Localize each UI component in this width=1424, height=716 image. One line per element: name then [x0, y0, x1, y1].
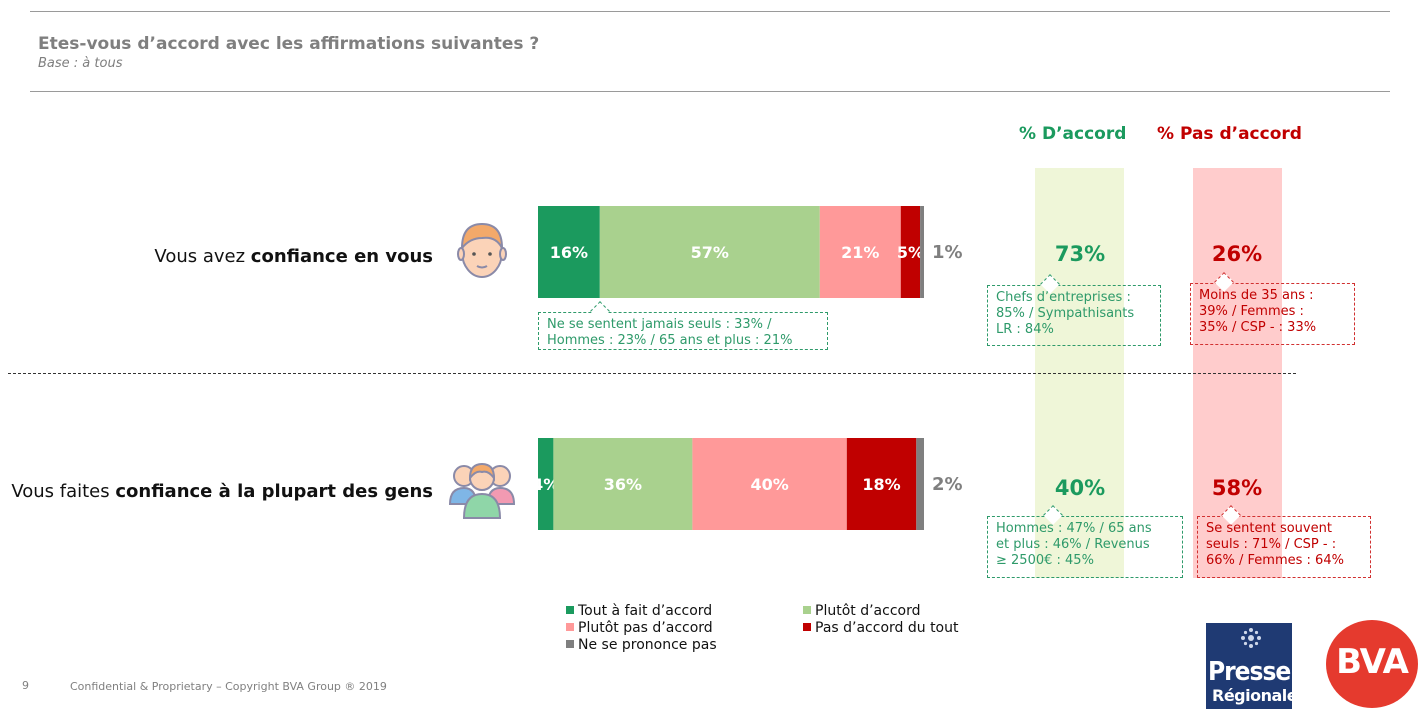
agree-note-1-line-2: 85% / Sympathisants — [996, 306, 1135, 321]
legend-item-plutot-pas: Plutôt pas d’accord — [566, 620, 713, 636]
disagree-note-1-line-2: 39% / Femmes : — [1199, 304, 1304, 319]
statement-label-2: Vous faites confiance à la plupart des g… — [11, 481, 433, 502]
agree-total-1: 73% — [1054, 242, 1106, 266]
bva-logo: BVA — [1326, 620, 1418, 708]
bar-note-1-line-1: Ne se sentent jamais seuls : 33% / — [547, 317, 772, 332]
disagree-note-1: Moins de 35 ans : 39% / Femmes : 35% / C… — [1190, 272, 1355, 345]
disagree-note-2-line-2: seuls : 71% / CSP - : — [1206, 537, 1337, 552]
bar-segment-row1-1 — [538, 206, 600, 298]
bva-logo-text: BVA — [1336, 642, 1409, 682]
bar-label-row2-1: 4% — [532, 475, 559, 494]
header-rule — [30, 91, 1390, 92]
disagree-total-2: 58% — [1211, 476, 1263, 500]
person-icon — [457, 222, 507, 278]
bar-segment-row1-4 — [900, 206, 921, 298]
bar-label-row2-4: 18% — [862, 475, 900, 494]
bar-label-row2-3: 40% — [750, 475, 788, 494]
top-rule — [30, 11, 1390, 12]
presse-regionale-logo: Presse Régionale — [1206, 623, 1292, 709]
row-separator — [8, 373, 1296, 374]
agree-note-2-line-3: ≥ 2500€ : 45% — [996, 553, 1094, 568]
bar-label-row1-2: 57% — [691, 243, 729, 262]
legend-item-pas-du-tout: Pas d’accord du tout — [803, 620, 959, 636]
bar-segment-row2-3 — [692, 438, 847, 530]
legend-swatch — [566, 623, 574, 631]
disagree-note-2-line-1: Se sentent souvent — [1206, 521, 1332, 536]
bar-segment-row2-2 — [553, 438, 693, 530]
disagree-note-1-line-1: Moins de 35 ans : — [1199, 288, 1314, 303]
agree-note-1-line-3: LR : 84% — [996, 322, 1054, 337]
bar-segment-row2-5 — [916, 438, 924, 530]
agree-note-2-line-2: et plus : 46% / Revenus — [996, 537, 1150, 552]
copyright-text: Confidential & Proprietary – Copyright B… — [70, 680, 387, 693]
legend-swatch — [566, 640, 574, 648]
disagree-note-2: Se sentent souvent seuls : 71% / CSP - :… — [1197, 505, 1371, 578]
legend-item-nsp: Ne se prononce pas — [566, 637, 717, 653]
agree-total-2: 40% — [1054, 476, 1106, 500]
bar-segment-row1-2 — [599, 206, 820, 298]
agree-column-header: % D’accord — [1019, 124, 1127, 144]
presse-logo-line-2: Régionale — [1212, 686, 1292, 705]
presse-logo-line-1: Presse — [1208, 657, 1291, 687]
star-emblem-icon — [1241, 628, 1261, 648]
legend-swatch — [803, 606, 811, 614]
bar-label-row1-5: 1% — [932, 242, 963, 263]
bar-label-row2-2: 36% — [604, 475, 642, 494]
legend-item-plutot-accord: Plutôt d’accord — [803, 603, 920, 619]
disagree-note-1-line-3: 35% / CSP - : 33% — [1199, 320, 1317, 335]
bar-note-1: Ne se sentent jamais seuls : 33% / Homme… — [538, 301, 828, 350]
bar-note-1-line-2: Hommes : 23% / 65 ans et plus : 21% — [547, 333, 793, 348]
page-number: 9 — [22, 679, 29, 692]
bar-segment-row1-5 — [920, 206, 924, 298]
legend-swatch — [566, 606, 574, 614]
bar-segment-row2-1 — [538, 438, 554, 530]
bar-segment-row2-4 — [846, 438, 917, 530]
disagree-column-header: % Pas d’accord — [1157, 124, 1302, 144]
agree-note-2-line-1: Hommes : 47% / 65 ans — [996, 521, 1152, 536]
agree-note-1: Chefs d’entreprises : 85% / Sympathisant… — [987, 274, 1161, 346]
legend-swatch — [803, 623, 811, 631]
bar-label-row2-5: 2% — [932, 474, 963, 495]
bar-label-row1-3: 21% — [841, 243, 879, 262]
statement-label-1: Vous avez confiance en vous — [154, 246, 433, 267]
page-subtitle: Base : à tous — [38, 56, 123, 71]
bar-segment-row1-3 — [819, 206, 901, 298]
disagree-note-2-line-3: 66% / Femmes : 64% — [1206, 553, 1344, 568]
agree-note-1-line-1: Chefs d’entreprises : — [996, 290, 1131, 305]
disagree-total-1: 26% — [1211, 242, 1263, 266]
group-icon — [448, 462, 516, 519]
bar-label-row1-4: 5% — [897, 243, 924, 262]
page-title: Etes-vous d’accord avec les affirmations… — [38, 34, 540, 54]
bar-label-row1-1: 16% — [550, 243, 588, 262]
agree-note-2: Hommes : 47% / 65 ans et plus : 46% / Re… — [987, 505, 1183, 578]
legend-item-tout-a-fait: Tout à fait d’accord — [566, 603, 712, 619]
